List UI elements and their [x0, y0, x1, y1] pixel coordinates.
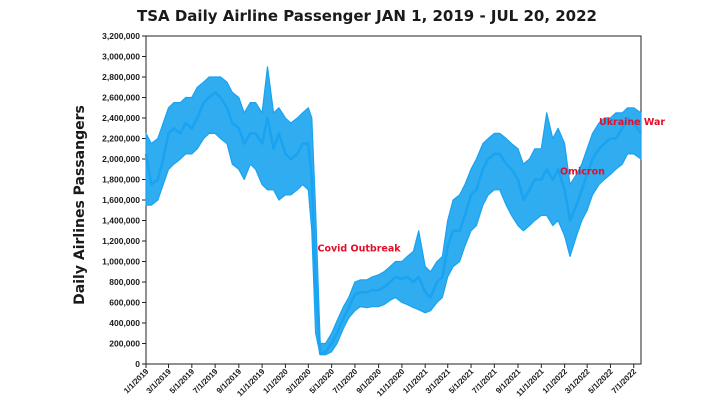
y-tick-label: 0 [135, 359, 140, 369]
y-tick-label: 2,400,000 [102, 113, 140, 123]
y-tick-label: 1,600,000 [102, 195, 140, 205]
y-tick-label: 3,000,000 [102, 52, 140, 62]
y-tick-label: 800,000 [109, 277, 140, 287]
y-tick-label: 1,000,000 [102, 257, 140, 267]
y-tick-label: 400,000 [109, 318, 140, 328]
annotation-label: Covid Outbreak [317, 243, 401, 254]
chart-title: TSA Daily Airline Passenger JAN 1, 2019 … [137, 7, 597, 25]
annotation-label: Omicron [560, 166, 605, 177]
series-line [144, 91, 643, 356]
y-tick-label: 1,200,000 [102, 236, 140, 246]
y-tick-label: 600,000 [109, 298, 140, 308]
plot-area: 0 200,000 400,000 600,000 800,000 1,000,000 1,… [102, 31, 665, 398]
y-tick-label: 2,000,000 [102, 154, 140, 164]
y-tick-label: 3,200,000 [102, 31, 140, 41]
y-axis-label: Daily Airlines Passangers [72, 105, 88, 305]
series-range-band [145, 66, 642, 356]
x-tick-label: 7/1/2022 [610, 367, 639, 396]
y-tick-label: 1,800,000 [102, 175, 140, 185]
y-tick-label: 2,800,000 [102, 72, 140, 82]
annotation-label: Ukraine War [599, 117, 665, 128]
y-tick-label: 1,400,000 [102, 216, 140, 226]
y-tick-label: 2,200,000 [102, 134, 140, 144]
y-tick-label: 200,000 [109, 339, 140, 349]
y-tick-label: 2,600,000 [102, 93, 140, 103]
